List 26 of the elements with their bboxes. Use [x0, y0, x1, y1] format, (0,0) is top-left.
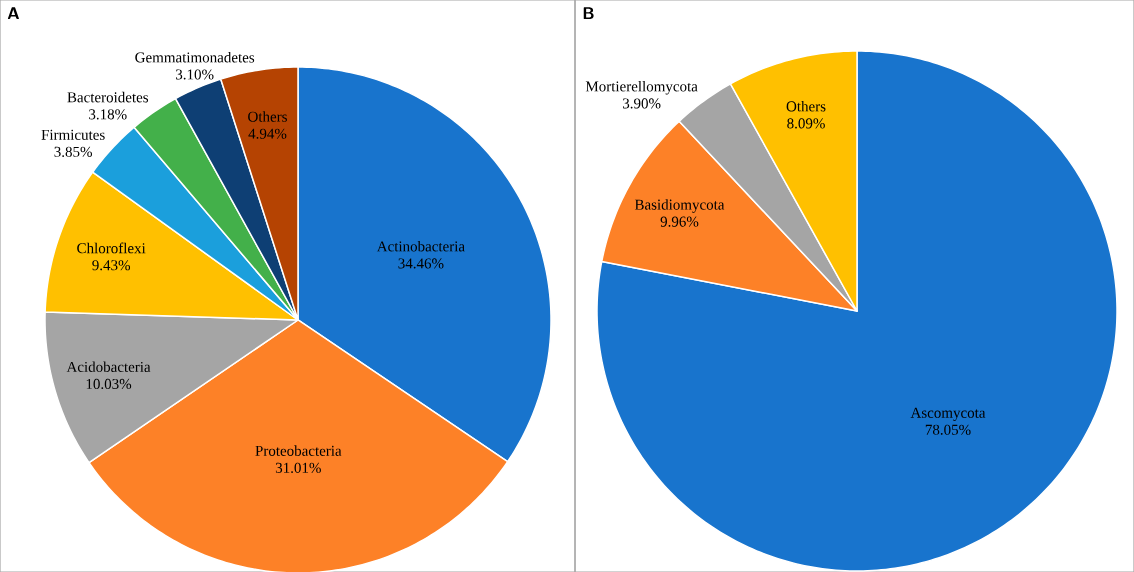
data-label: 3.90%: [622, 98, 661, 109]
slice-label: Chloroflexi: [77, 242, 146, 254]
slice-label: Firmicutes: [41, 129, 105, 140]
slice-label: Ascomycota: [910, 407, 986, 421]
data-label: 3.85%: [54, 146, 92, 157]
slice-label: Others: [786, 100, 826, 112]
data-label: 9.43%: [92, 260, 131, 271]
slice-label: Actinobacteria: [376, 240, 465, 252]
data-label: 8.09%: [787, 118, 825, 129]
data-label: 4.94%: [248, 128, 287, 139]
chart-title: B: [583, 7, 594, 19]
data-label: 9.96%: [660, 216, 699, 227]
slice-label: Acidobacteria: [66, 361, 151, 372]
slice-label: Others: [248, 111, 287, 122]
data-label: 31.01%: [275, 462, 321, 473]
slice-label: Bacteroidetes: [67, 91, 149, 103]
slice-label: Mortierellomycota: [585, 80, 698, 95]
slice-label: Proteobacteria: [255, 445, 342, 456]
data-label: 78.05%: [925, 424, 971, 435]
data-label: 3.10%: [176, 69, 214, 80]
slice-label: Gemmatimonadetes: [135, 51, 255, 63]
data-label: 3.18%: [89, 109, 127, 120]
data-label: 10.03%: [86, 378, 132, 390]
chart-title: A: [7, 7, 19, 19]
slice-label: Basidiomycota: [634, 199, 725, 213]
data-label: 34.46%: [398, 258, 444, 269]
